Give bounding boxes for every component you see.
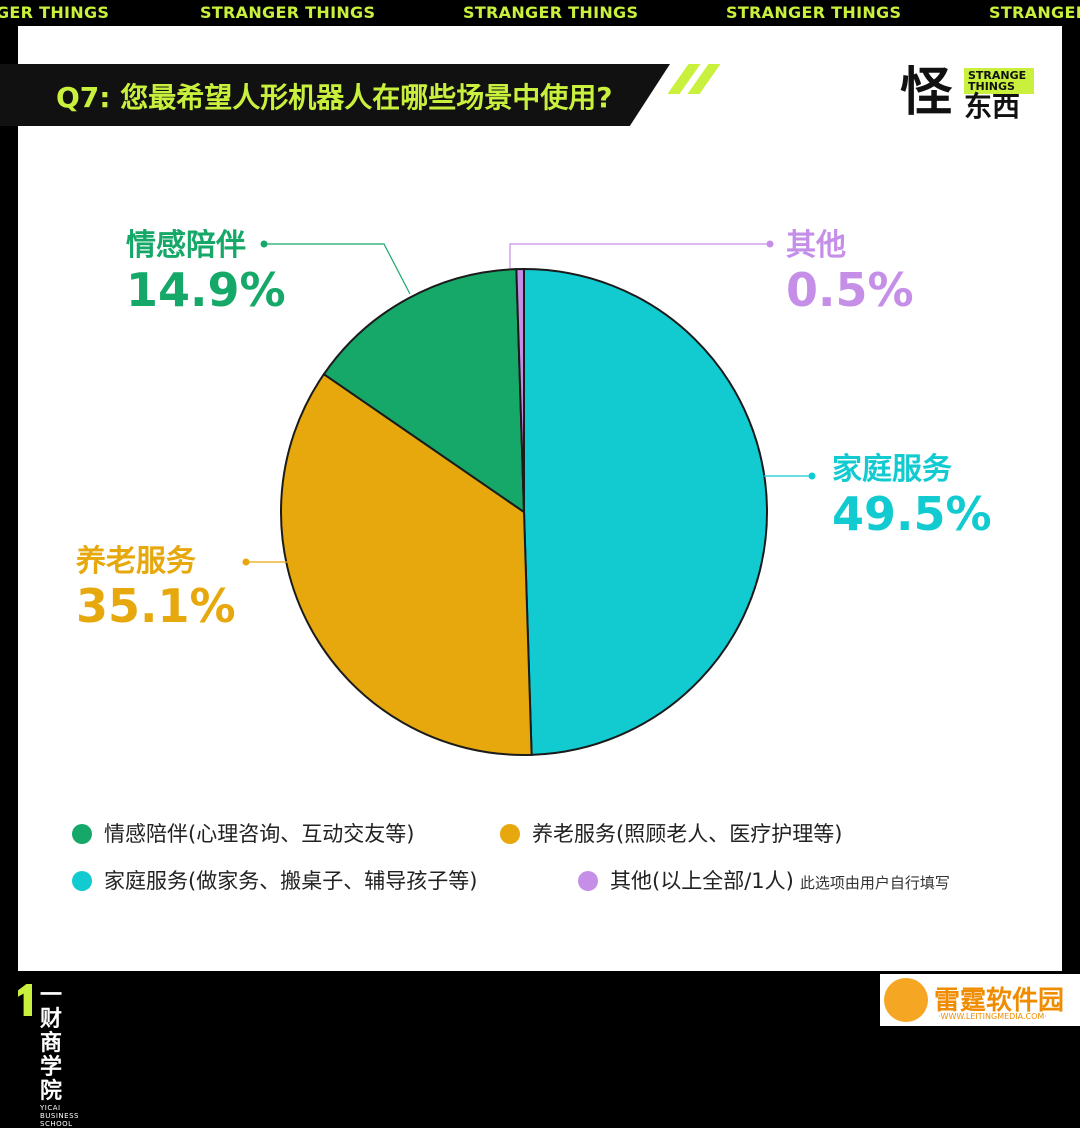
label-household: 家庭服务 49.5% [832, 452, 992, 540]
pie-chart [242, 240, 816, 756]
ticker-item: STRANGER THINGS [463, 3, 639, 22]
logo-tag: STRANGE THINGS [964, 68, 1034, 94]
slice-elderly [280, 372, 533, 756]
legend-note: 此选项由用户自行填写 [799, 874, 950, 892]
label-elderly: 养老服务 35.1% [76, 544, 236, 632]
slice-label-elderly: 养老服务 [76, 544, 196, 579]
watermark-text: 雷霆软件园 [934, 986, 1065, 1016]
slice-pct-emotional: 14.9% [126, 263, 286, 317]
watermark-url: ·WWW.LEITINGMEDIA.COM· [938, 1012, 1047, 1021]
watermark: 雷霆软件园 ·WWW.LEITINGMEDIA.COM· [880, 974, 1080, 1026]
legend-dot [500, 824, 520, 844]
slice-pct-elderly: 35.1% [76, 579, 236, 633]
slice-other [515, 267, 525, 513]
slice-label-other: 其他 [786, 228, 846, 263]
label-emotional: 情感陪伴 14.9% [126, 228, 286, 316]
legend-text: 家庭服务(做家务、搬桌子、辅导孩子等) [104, 869, 478, 893]
legend-dot [72, 871, 92, 891]
brand-logo: 怪 STRANGE THINGS 东西 [900, 64, 1040, 126]
leader-other [509, 243, 770, 268]
leader-elderly-dot [242, 558, 250, 566]
leader-household-dot [808, 472, 816, 480]
legend-text: 其他(以上全部/1人) [610, 869, 794, 893]
orange-slice-icon [884, 978, 928, 1022]
slice-pct-household: 49.5% [832, 487, 992, 541]
leader-other-dot [766, 240, 774, 248]
legend-item-elderly: 养老服务(照顾老人、医疗护理等) [500, 820, 842, 848]
legend-text: 情感陪伴(心理咨询、互动交友等) [104, 822, 415, 846]
legend-text: 养老服务(照顾老人、医疗护理等) [532, 822, 843, 846]
slice-household [523, 267, 768, 756]
legend-dot [72, 824, 92, 844]
ticker-item: STRANGER THINGS [726, 3, 902, 22]
legend-item-emotional: 情感陪伴(心理咨询、互动交友等) [72, 820, 414, 848]
footer-brand-name: 一财商学院 [40, 983, 63, 1104]
leader-emotional [264, 243, 411, 295]
slice-emotional [322, 268, 526, 514]
slice-label-emotional: 情感陪伴 [126, 228, 246, 263]
logo-char: 怪 [900, 63, 953, 123]
footer-brand-sub: YICAI BUSINESS SCHOOL [40, 1104, 79, 1128]
legend-item-other: 其他(以上全部/1人) 此选项由用户自行填写 [578, 867, 950, 897]
ticker-bar: GER THINGS STRANGER THINGS STRANGER THIN… [0, 0, 1080, 26]
legend-item-household: 家庭服务(做家务、搬桌子、辅导孩子等) [72, 867, 477, 895]
ticker-item: STRANGER [989, 3, 1080, 22]
logo-sub: 东西 [964, 90, 1021, 123]
leader-emotional-dot [260, 240, 268, 248]
label-other: 其他 0.5% [786, 228, 914, 316]
ticker-item: GER THINGS [0, 3, 110, 22]
legend-dot [578, 871, 598, 891]
chart-title: Q7: 您最希望人形机器人在哪些场景中使用? [56, 81, 613, 114]
ticker-item: STRANGER THINGS [200, 3, 376, 22]
slice-label-household: 家庭服务 [832, 452, 952, 487]
title-bar [0, 64, 670, 126]
slice-pct-other: 0.5% [786, 263, 914, 317]
